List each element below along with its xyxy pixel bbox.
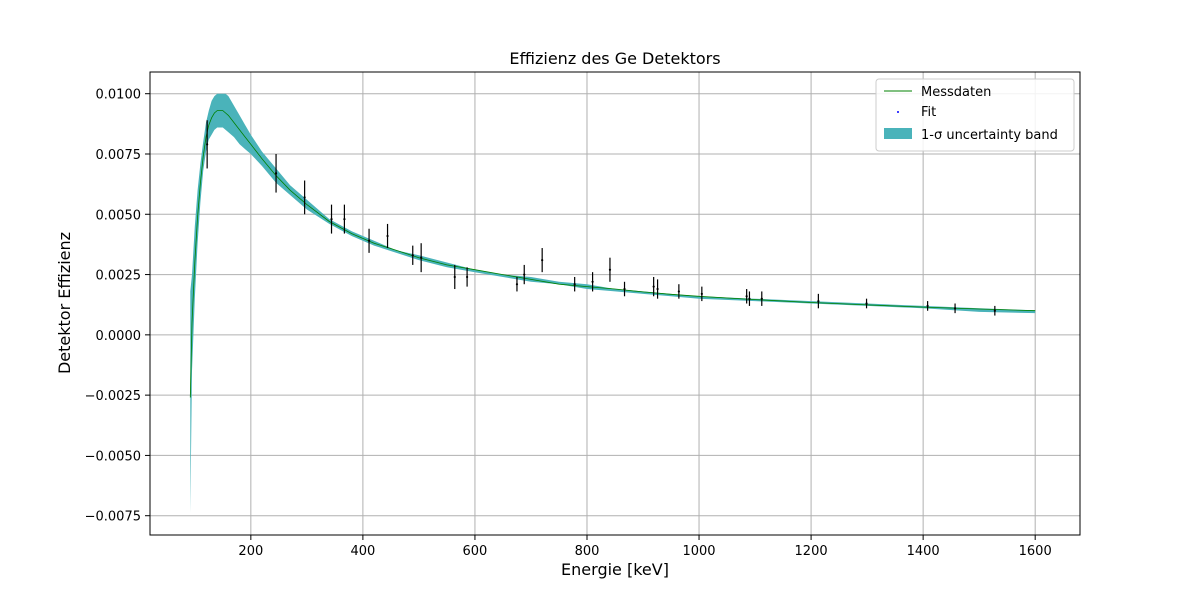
data-point-marker: [541, 258, 544, 262]
data-point: [453, 264, 456, 290]
x-axis-ticks: 200 400 600 800 1000 1200 1400 1600: [238, 535, 1052, 559]
data-point: [420, 243, 423, 273]
data-point: [386, 223, 389, 249]
data-point: [573, 276, 576, 292]
data-point-marker: [343, 217, 346, 221]
data-point-marker: [274, 172, 278, 175]
y-tick-label: −0.0050: [85, 449, 141, 464]
x-tick-label: 1200: [795, 544, 828, 559]
data-point-marker: [760, 297, 763, 300]
data-point-marker: [411, 254, 414, 257]
y-axis-ticks: −0.0075 −0.0050 −0.0025 0.0000 0.0025 0.0050 0…: [85, 88, 150, 525]
x-tick-label: 800: [575, 544, 600, 559]
y-tick-label: 0.0025: [96, 269, 142, 284]
data-point: [523, 264, 526, 285]
data-point-marker: [745, 295, 748, 298]
fit-curve: [189, 110, 1036, 398]
data-point: [206, 120, 209, 169]
data-point: [541, 248, 544, 273]
plot-frame: [149, 71, 1081, 536]
data-point: [745, 289, 748, 304]
data-point-marker: [953, 307, 957, 310]
y-tick-label: 0.0000: [96, 329, 142, 344]
x-tick-label: 400: [350, 544, 375, 559]
legend-label-messdaten: Messdaten: [921, 85, 991, 100]
data-point-marker: [623, 287, 626, 291]
data-point-marker: [817, 299, 820, 303]
data-point: [700, 286, 703, 302]
data-point: [343, 204, 346, 234]
legend: Messdaten Fit 1-σ uncertainty band: [875, 78, 1075, 152]
y-tick-label: −0.0075: [85, 510, 141, 525]
data-point: [623, 281, 626, 297]
data-point-marker: [700, 292, 703, 295]
x-tick-label: 1600: [1019, 544, 1052, 559]
data-point: [465, 267, 469, 287]
y-tick-label: 0.0075: [96, 148, 142, 163]
data-point-marker: [926, 304, 929, 308]
data-point: [515, 276, 519, 292]
data-point: [817, 293, 820, 309]
data-point-marker: [386, 234, 389, 238]
data-point: [677, 284, 680, 299]
data-point-marker: [367, 239, 371, 242]
data-point: [926, 301, 929, 311]
data-point-marker: [515, 283, 519, 286]
x-tick-label: 1000: [682, 544, 715, 559]
data-point: [993, 305, 996, 316]
data-point-marker: [652, 285, 655, 288]
x-tick-label: 600: [463, 544, 488, 559]
data-point-marker: [748, 297, 751, 300]
data-point-marker: [865, 302, 868, 305]
y-tick-label: 0.0050: [96, 208, 142, 223]
x-axis-label: Energie [keV]: [561, 560, 669, 579]
data-point: [953, 303, 957, 314]
y-axis-label: Detektor Effizienz: [55, 232, 74, 374]
data-points-layer: [206, 120, 996, 316]
legend-box: [875, 78, 1075, 152]
data-point: [591, 272, 594, 292]
chart-title: Effizienz des Ge Detektors: [509, 49, 720, 68]
data-point: [656, 279, 659, 299]
data-point: [865, 298, 868, 309]
data-point: [608, 257, 612, 282]
data-point-marker: [993, 309, 996, 312]
data-point-marker: [591, 280, 594, 283]
data-point: [330, 204, 333, 234]
data-point: [652, 276, 655, 297]
data-point-marker: [523, 273, 526, 276]
data-point-marker: [608, 268, 612, 271]
data-point: [760, 291, 763, 306]
data-point-marker: [677, 290, 680, 293]
data-point: [274, 153, 278, 193]
data-point-marker: [465, 275, 469, 279]
data-point-marker: [573, 283, 576, 286]
legend-label-fit: Fit: [921, 105, 936, 120]
legend-label-uncertainty-band: 1-σ uncertainty band: [921, 128, 1058, 143]
x-tick-label: 1400: [907, 544, 940, 559]
data-point: [367, 228, 371, 253]
data-point: [411, 245, 414, 265]
data-point: [303, 180, 306, 215]
y-tick-label: 0.0100: [96, 88, 142, 103]
data-point-marker: [656, 287, 659, 291]
y-tick-label: −0.0025: [85, 389, 141, 404]
data-point-marker: [453, 275, 456, 279]
data-point-marker: [330, 217, 333, 221]
legend-swatch-uncertainty-band: [884, 128, 912, 139]
data-point-marker: [303, 196, 306, 199]
data-point-marker: [206, 143, 209, 146]
fit-curve-layer: [189, 110, 1036, 398]
legend-swatch-fit: [897, 111, 899, 113]
data-point: [748, 291, 751, 306]
x-tick-label: 200: [238, 544, 263, 559]
data-point-marker: [420, 256, 423, 259]
